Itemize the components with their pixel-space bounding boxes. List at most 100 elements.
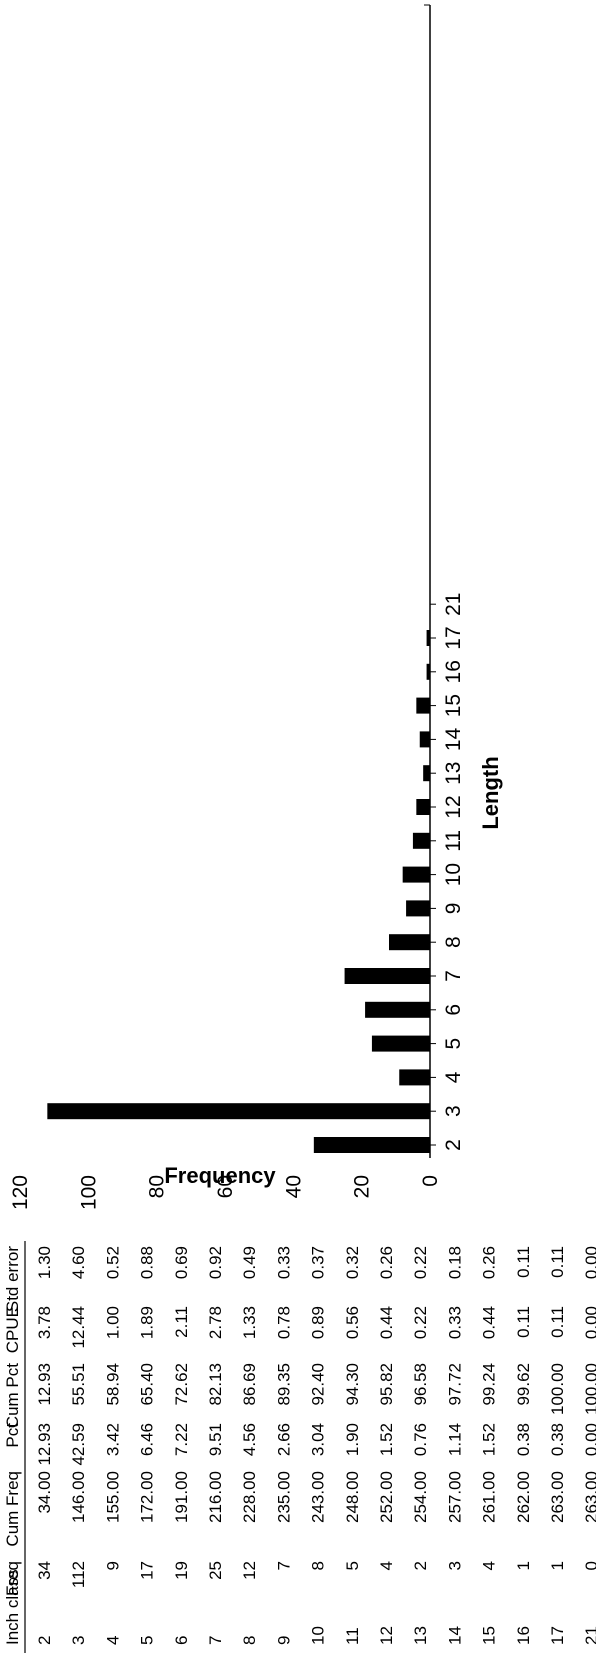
table-cell: 86.69 bbox=[240, 1363, 259, 1406]
table-cell: 243.00 bbox=[309, 1471, 328, 1523]
table-cell: 0.26 bbox=[480, 1246, 499, 1279]
x-tick-label: 7 bbox=[442, 970, 465, 982]
table-cell: 0.44 bbox=[480, 1306, 499, 1339]
x-tick-label: 2 bbox=[442, 1139, 465, 1151]
table-row: 2 34 34.00 12.93 12.93 3.78 1.30 bbox=[35, 1246, 54, 1645]
table-cell: 7.22 bbox=[172, 1423, 191, 1456]
table-cell: 99.24 bbox=[480, 1363, 499, 1406]
table-cell: 97.72 bbox=[445, 1363, 464, 1406]
x-tick-label: 5 bbox=[442, 1038, 465, 1050]
bar-3 bbox=[47, 1103, 430, 1120]
bar-4 bbox=[399, 1069, 430, 1086]
table-cell: 19 bbox=[172, 1561, 191, 1580]
table-cell: 261.00 bbox=[480, 1471, 499, 1523]
table-cell: 0.88 bbox=[138, 1246, 157, 1279]
x-tick-label: 6 bbox=[442, 1004, 465, 1016]
bar-6 bbox=[365, 1001, 431, 1018]
x-tick-label: 12 bbox=[442, 795, 465, 818]
bar-13 bbox=[423, 765, 430, 782]
table-cell: 34.00 bbox=[35, 1471, 54, 1514]
bar-10 bbox=[402, 866, 430, 883]
bar-11 bbox=[412, 832, 430, 849]
table-cell: 0 bbox=[582, 1561, 596, 1570]
table-cell: 0.11 bbox=[514, 1306, 533, 1338]
table-cell: 100.00 bbox=[548, 1363, 567, 1415]
table-cell: 254.00 bbox=[411, 1471, 430, 1523]
table-row: 14 3 257.00 1.14 97.72 0.33 0.18 bbox=[445, 1246, 464, 1645]
table-row: 10 8 243.00 3.04 92.40 0.89 0.37 bbox=[309, 1246, 328, 1645]
x-tick-label: 11 bbox=[442, 830, 465, 852]
table-cell: 1.30 bbox=[35, 1246, 54, 1279]
x-tick-label: 15 bbox=[442, 694, 465, 717]
bar-15 bbox=[416, 697, 431, 714]
table-cell: 99.62 bbox=[514, 1363, 533, 1406]
table-header-cell: Std error bbox=[3, 1246, 22, 1312]
table-row: 7 25 216.00 9.51 82.13 2.78 0.92 bbox=[206, 1246, 225, 1645]
table-cell: 2 bbox=[411, 1561, 430, 1570]
table-cell: 235.00 bbox=[274, 1471, 293, 1523]
table-cell: 0.26 bbox=[377, 1246, 396, 1279]
table-cell: 2.78 bbox=[206, 1306, 225, 1339]
table-row: 12 4 252.00 1.52 95.82 0.44 0.26 bbox=[377, 1246, 396, 1645]
table-cell: 1 bbox=[548, 1561, 567, 1570]
table-cell: 25 bbox=[206, 1561, 225, 1580]
bar-series bbox=[47, 630, 431, 1153]
x-tick-label: 21 bbox=[442, 593, 465, 616]
table-row: 5 17 172.00 6.46 65.40 1.89 0.88 bbox=[138, 1246, 157, 1645]
table-cell: 34 bbox=[35, 1561, 54, 1580]
table-cell: 4 bbox=[480, 1561, 499, 1570]
table-cell: 0.38 bbox=[548, 1423, 567, 1456]
table-header-cell: Cum Pct bbox=[3, 1363, 22, 1428]
table-cell: 82.13 bbox=[206, 1363, 225, 1406]
table-cell: 1.00 bbox=[103, 1306, 122, 1339]
bar-12 bbox=[416, 799, 431, 815]
table-cell: 263.00 bbox=[548, 1471, 567, 1523]
y-tick-label: 100 bbox=[77, 1175, 100, 1210]
table-cell: 0.33 bbox=[445, 1306, 464, 1339]
table-cell: 1.52 bbox=[377, 1423, 396, 1456]
table-row: 4 9 155.00 3.42 58.94 1.00 0.52 bbox=[103, 1246, 122, 1645]
y-tick-label: 80 bbox=[146, 1175, 169, 1198]
x-tick-label: 13 bbox=[442, 762, 465, 785]
table-header-cell: Freq bbox=[3, 1561, 22, 1596]
table-cell: 0.11 bbox=[548, 1246, 567, 1278]
x-tick-label: 8 bbox=[442, 936, 465, 948]
table-cell: 9 bbox=[274, 1636, 293, 1645]
table-cell: 7 bbox=[206, 1636, 225, 1645]
table-row: 9 7 235.00 2.66 89.35 0.78 0.33 bbox=[274, 1246, 293, 1645]
table-cell: 96.58 bbox=[411, 1363, 430, 1406]
y-axis-title: Frequency bbox=[164, 1163, 276, 1188]
table-row: 8 12 228.00 4.56 86.69 1.33 0.49 bbox=[240, 1246, 259, 1645]
table-cell: 55.51 bbox=[69, 1363, 88, 1406]
table-cell: 1.14 bbox=[445, 1423, 464, 1456]
table-cell: 0.52 bbox=[103, 1246, 122, 1279]
table-cell: 4 bbox=[377, 1561, 396, 1570]
table-cell: 0.76 bbox=[411, 1423, 430, 1456]
table-cell: 13 bbox=[411, 1626, 430, 1645]
table-cell: 257.00 bbox=[445, 1471, 464, 1523]
length-frequency-chart: 0 20 40 60 80 100 120 2 3 4 5 6 7 8 9 10 11 12 13 14 15 16 17… bbox=[9, 4, 503, 1210]
table-header-cell: Cum Freq bbox=[3, 1471, 22, 1547]
table-cell: 17 bbox=[548, 1626, 567, 1645]
y-tick-label: 60 bbox=[214, 1175, 237, 1198]
table-cell: 89.35 bbox=[274, 1363, 293, 1406]
table-cell: 0.69 bbox=[172, 1246, 191, 1279]
table-cell: 0.00 bbox=[582, 1306, 596, 1339]
table-cell: 4 bbox=[103, 1636, 122, 1645]
table-cell: 0.33 bbox=[274, 1246, 293, 1279]
table-cell: 262.00 bbox=[514, 1471, 533, 1523]
table-cell: 6 bbox=[172, 1636, 191, 1645]
table-cell: 3 bbox=[69, 1636, 88, 1645]
table-cell: 7 bbox=[274, 1561, 293, 1570]
x-tick-label: 16 bbox=[442, 660, 465, 683]
table-cell: 42.59 bbox=[69, 1423, 88, 1466]
table-cell: 112 bbox=[69, 1561, 88, 1588]
y-tick-label: 120 bbox=[9, 1175, 32, 1210]
table-cell: 12.93 bbox=[35, 1363, 54, 1406]
table-cell: 0.32 bbox=[343, 1246, 362, 1279]
table-cell: 11 bbox=[343, 1627, 362, 1645]
table-cell: 10 bbox=[309, 1626, 328, 1645]
table-cell: 0.92 bbox=[206, 1246, 225, 1279]
